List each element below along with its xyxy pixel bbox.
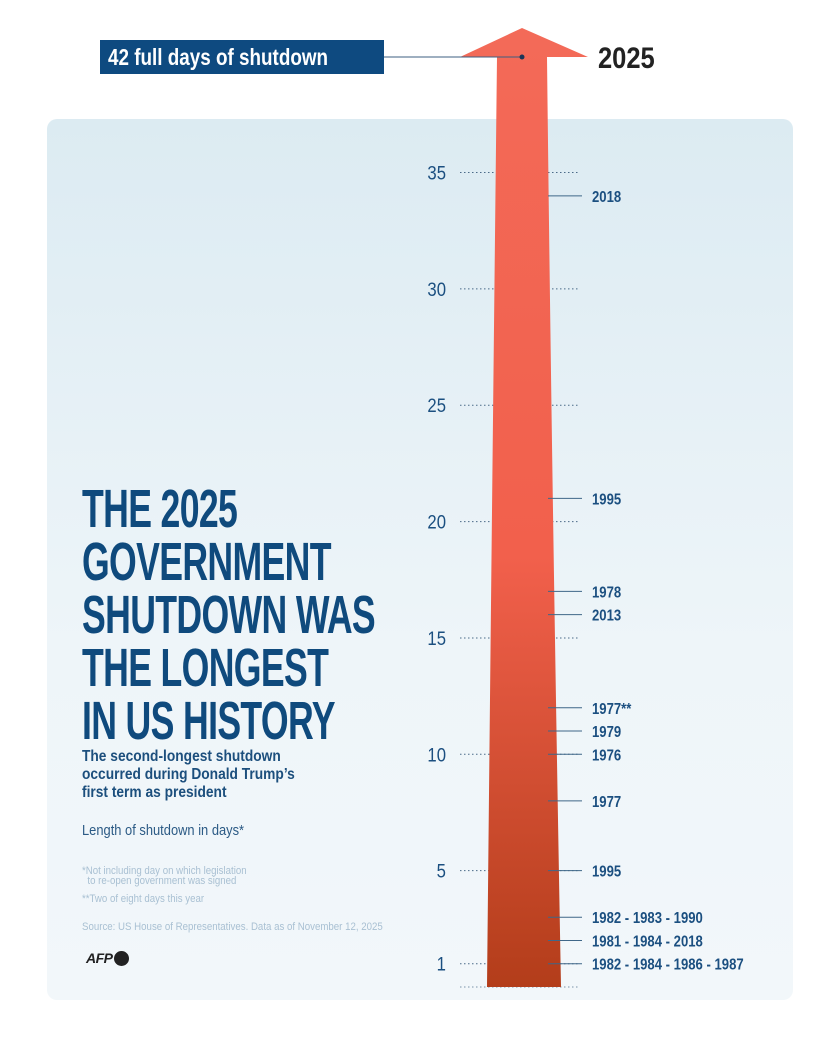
year-label: 1995 (592, 491, 621, 508)
year-label: 1981 - 1984 - 2018 (592, 933, 703, 950)
year-label: 1978 (592, 584, 621, 601)
title-line: GOVERNMENT (82, 532, 332, 592)
subtitle-line: first term as president (82, 784, 227, 801)
year-label: 1982 - 1983 - 1990 (592, 910, 703, 927)
title-line: IN US HISTORY (82, 691, 335, 751)
year-label: 1982 - 1984 - 1986 - 1987 (592, 957, 744, 974)
title-line: SHUTDOWN WAS (82, 585, 376, 645)
year-label: 2013 (592, 608, 621, 625)
page-title: THE 2025 GOVERNMENT SHUTDOWN WAS THE LON… (82, 479, 376, 751)
chart-panel (47, 119, 793, 1000)
max-value-dot (519, 54, 525, 60)
title-line: THE LONGEST (82, 638, 329, 698)
y-tick-label: 35 (427, 163, 446, 184)
footnote-2: **Two of eight days this year (82, 893, 205, 905)
y-tick-label: 30 (427, 279, 446, 300)
y-tick-label: 15 (427, 628, 446, 649)
year-label: 1979 (592, 724, 621, 741)
subtitle-line: occurred during Donald Trump’s (82, 766, 295, 783)
year-label: 1977** (592, 701, 632, 718)
callout-label: 42 full days of shutdown (108, 44, 329, 70)
year-label: 1995 (592, 864, 621, 881)
y-tick-label: 1 (437, 954, 446, 975)
y-tick-label: 25 (427, 395, 446, 416)
logo-text: AFP (86, 950, 113, 966)
logo-dot-icon (113, 950, 129, 966)
y-tick-label: 5 (437, 861, 446, 882)
footnote-1: *Not including day on which legislation … (82, 865, 247, 887)
afp-logo: AFP (86, 950, 129, 966)
subtitle-line: The second-longest shutdown (82, 748, 281, 765)
y-tick-label: 20 (427, 512, 446, 533)
year-label: 1977 (592, 794, 621, 811)
title-line: THE 2025 (82, 479, 238, 539)
year-label: 1976 (592, 747, 621, 764)
unit-label: Length of shutdown in days* (82, 822, 245, 839)
shutdown-arrow (460, 28, 588, 987)
max-callout: 42 full days of shutdown (100, 40, 385, 74)
source-note: Source: US House of Representatives. Dat… (82, 921, 383, 933)
max-year-label: 2025 (598, 42, 655, 75)
subtitle: The second-longest shutdown occurred dur… (82, 748, 295, 802)
y-tick-label: 10 (427, 744, 446, 765)
year-label: 2018 (592, 189, 621, 206)
